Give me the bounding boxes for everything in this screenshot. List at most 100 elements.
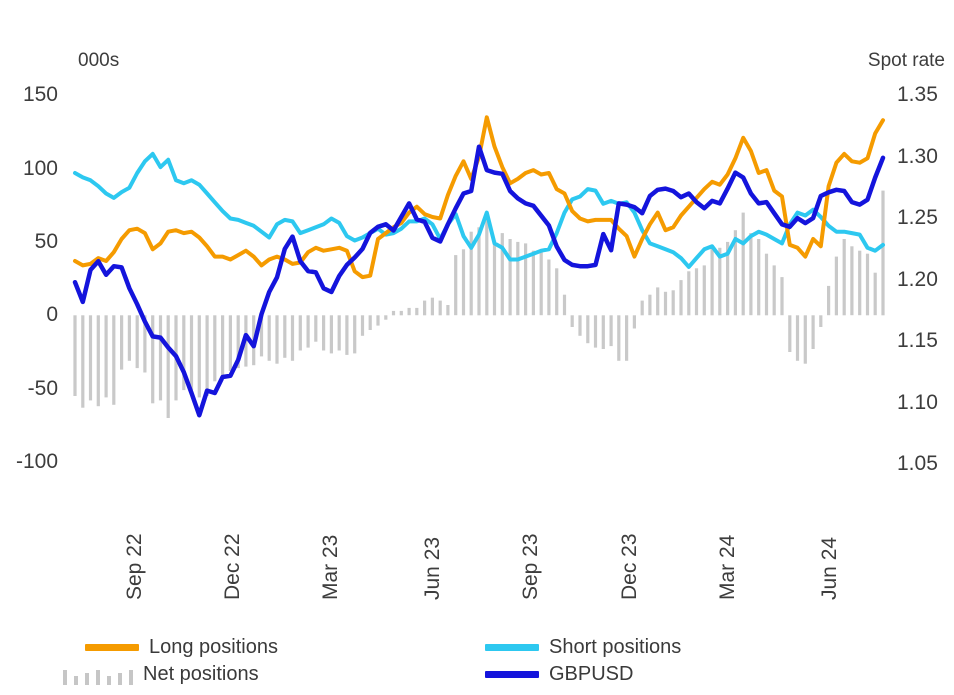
right-axis-tick-label: 1.05 <box>897 452 938 476</box>
net-positions-bar <box>112 315 116 405</box>
left-axis-tick-label: -50 <box>27 376 58 400</box>
short-positions-line <box>73 151 885 269</box>
net-positions-bar <box>189 315 194 391</box>
net-positions-bar <box>104 315 108 398</box>
net-positions-bar <box>749 233 753 316</box>
right-axis-tick-label: 1.35 <box>897 82 938 106</box>
net-positions-bar <box>687 271 691 316</box>
net-positions-bar <box>842 239 846 316</box>
net-positions-bar <box>827 285 831 316</box>
net-positions-bar <box>158 315 163 401</box>
net-positions-bar <box>601 315 605 349</box>
net-positions-bar <box>555 268 559 316</box>
net-positions-bar <box>788 315 792 352</box>
net-positions-bar <box>322 315 326 351</box>
net-positions-bar <box>640 300 644 316</box>
net-positions-bar <box>166 315 170 418</box>
legend-label-net-positions: Net positions <box>143 662 259 685</box>
net-positions-bar <box>267 315 271 361</box>
net-positions-bar <box>368 315 372 330</box>
net-positions-bar <box>275 315 279 364</box>
right-axis-tick-label: 1.10 <box>897 390 938 414</box>
net-positions-bar <box>88 315 93 401</box>
net-positions-bar <box>671 290 675 316</box>
legend-item-net-positions: Net positions <box>63 662 259 686</box>
net-positions-bar <box>516 241 520 316</box>
x-axis-tick-label: Jun 24 <box>818 536 841 600</box>
net-icon-bar <box>85 673 89 685</box>
net-positions-bar <box>718 247 722 316</box>
net-icon-bar <box>107 676 111 685</box>
gbpusd-line <box>72 144 886 418</box>
legend-item-long-positions: Long positions <box>85 635 278 659</box>
net-positions-bar <box>81 315 85 408</box>
net-positions-bar <box>298 315 302 351</box>
net-positions-bar <box>430 297 434 316</box>
net-positions-bar <box>399 310 403 316</box>
left-axis-tick-label: 0 <box>46 303 58 327</box>
net-positions-bar <box>539 250 543 316</box>
net-positions-bar <box>873 272 877 316</box>
net-positions-bar <box>407 307 411 316</box>
net-positions-bar <box>656 287 660 316</box>
net-positions-bar <box>221 315 225 376</box>
legend: Long positions Net positions Short posit… <box>0 630 954 690</box>
legend-label-short-positions: Short positions <box>549 635 682 658</box>
right-axis-tick-label: 1.15 <box>897 329 938 353</box>
legend-item-short-positions: Short positions <box>485 635 681 659</box>
net-positions-bar <box>609 315 613 347</box>
net-positions-bar <box>329 315 333 354</box>
net-positions-bar <box>415 307 419 316</box>
net-positions-bar <box>524 243 528 316</box>
net-positions-bar <box>127 315 131 361</box>
net-positions-bar <box>485 214 489 316</box>
net-positions-bar <box>376 315 380 326</box>
net-positions-bar <box>632 315 636 329</box>
net-positions-bar <box>795 315 800 361</box>
net-positions-bar <box>508 239 512 316</box>
net-icon-bar <box>118 673 122 685</box>
net-positions-bar <box>803 315 807 364</box>
short-positions-swatch-icon <box>485 643 539 651</box>
net-positions-bar <box>500 233 504 316</box>
net-positions-bar <box>197 315 201 398</box>
x-axis-tick-label: Sep 22 <box>123 533 146 600</box>
left-axis-tick-label: 100 <box>22 156 58 180</box>
net-positions-bar <box>811 315 815 349</box>
net-positions-bar <box>345 315 349 355</box>
net-positions-bar <box>617 315 621 361</box>
net-icon-bar <box>96 670 100 685</box>
net-positions-bar <box>586 315 590 344</box>
net-positions-bar <box>694 268 699 316</box>
net-positions-bar <box>741 212 745 316</box>
x-axis-tick-label: Mar 24 <box>716 534 739 600</box>
right-axis-tick-label: 1.25 <box>897 206 938 230</box>
net-positions-bar <box>391 310 396 316</box>
long-positions-swatch-icon <box>85 643 139 651</box>
net-positions-bar <box>562 294 567 316</box>
net-positions-bar <box>143 315 147 373</box>
net-positions-bar <box>423 300 427 316</box>
net-positions-bar <box>236 315 240 369</box>
net-positions-bar <box>314 315 318 342</box>
net-positions-bar <box>259 315 264 357</box>
legend-label-long-positions: Long positions <box>149 635 278 658</box>
net-positions-bars <box>73 190 885 418</box>
left-axis-tick-label: 50 <box>34 229 58 253</box>
right-axis-tick-label: 1.20 <box>897 267 938 291</box>
net-positions-bar <box>96 315 100 407</box>
net-positions-bar <box>757 239 761 316</box>
net-positions-bar <box>438 300 442 316</box>
right-axis-tick-label: 1.30 <box>897 144 938 168</box>
net-positions-bar <box>865 253 870 316</box>
net-positions-bar <box>780 277 784 316</box>
net-positions-bar <box>578 315 582 336</box>
net-icon-bar <box>129 670 133 685</box>
net-icon-bar <box>74 676 78 685</box>
net-positions-bar <box>547 259 551 316</box>
left-axis-tick-label: 150 <box>22 83 58 107</box>
net-positions-bar <box>151 315 155 404</box>
net-positions-bar <box>182 315 186 391</box>
net-icon-bar <box>63 670 67 685</box>
